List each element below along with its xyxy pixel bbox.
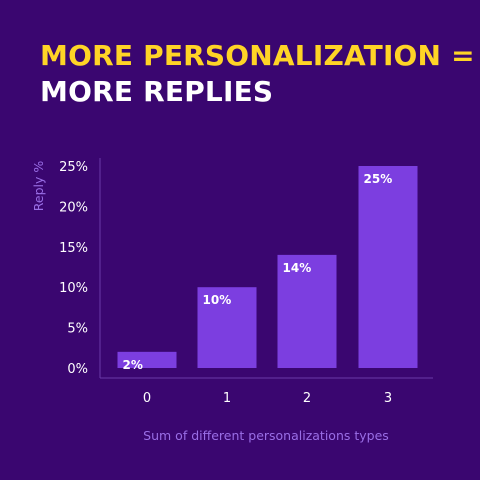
y-tick-label: 25% <box>59 160 88 175</box>
y-tick-label: 20% <box>59 200 88 215</box>
bar-data-label: 10% <box>203 293 232 307</box>
bar-data-label: 14% <box>283 261 312 275</box>
title-line-1: MORE PERSONALIZATION = <box>40 39 475 72</box>
x-axis-title: Sum of different personalizations types <box>143 428 389 443</box>
chart-title: MORE PERSONALIZATION = MORE REPLIES <box>40 38 475 110</box>
bar <box>358 166 418 368</box>
x-tick-label: 0 <box>143 391 151 406</box>
bar <box>197 287 257 368</box>
x-axis-ticks: 0 1 2 3 <box>143 391 392 406</box>
y-axis-title: Reply % <box>31 161 46 212</box>
bar <box>117 351 177 368</box>
y-tick-label: 15% <box>59 241 88 256</box>
x-tick-label: 3 <box>384 391 392 406</box>
y-tick-label: 0% <box>67 362 88 377</box>
bar-data-label: 25% <box>364 172 393 186</box>
y-tick-label: 5% <box>67 322 88 337</box>
y-tick-label: 10% <box>59 281 88 296</box>
bar-data-label: 2% <box>123 358 143 372</box>
x-tick-label: 1 <box>223 391 231 406</box>
bar <box>277 254 337 368</box>
title-line-2: MORE REPLIES <box>40 75 274 108</box>
bars: 2% 10% 14% 25% <box>117 166 418 372</box>
x-tick-label: 2 <box>303 391 311 406</box>
y-axis-ticks: 0% 5% 10% 15% 20% 25% <box>59 160 88 377</box>
